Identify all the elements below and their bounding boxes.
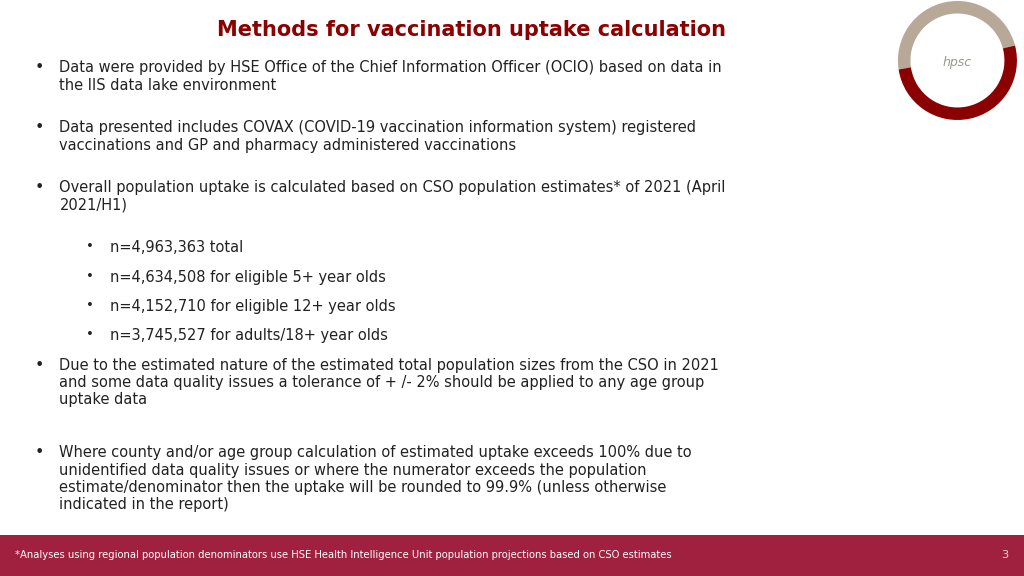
Text: Methods for vaccination uptake calculation: Methods for vaccination uptake calculati… xyxy=(216,20,726,40)
Text: •: • xyxy=(34,358,44,373)
Text: *Analyses using regional population denominators use HSE Health Intelligence Uni: *Analyses using regional population deno… xyxy=(15,550,672,560)
Text: Data were provided by HSE Office of the Chief Information Officer (OCIO) based o: Data were provided by HSE Office of the … xyxy=(59,60,722,93)
Text: hpsc: hpsc xyxy=(943,56,972,69)
Text: Data presented includes COVAX (COVID-19 vaccination information system) register: Data presented includes COVAX (COVID-19 … xyxy=(59,120,696,153)
FancyBboxPatch shape xyxy=(0,535,1024,576)
Text: Where county and/or age group calculation of estimated uptake exceeds 100% due t: Where county and/or age group calculatio… xyxy=(59,445,692,513)
Text: Due to the estimated nature of the estimated total population sizes from the CSO: Due to the estimated nature of the estim… xyxy=(59,358,719,407)
Text: n=4,152,710 for eligible 12+ year olds: n=4,152,710 for eligible 12+ year olds xyxy=(110,299,395,314)
Text: •: • xyxy=(86,299,94,312)
Text: •: • xyxy=(86,240,94,253)
Text: •: • xyxy=(86,270,94,283)
Text: 3: 3 xyxy=(1001,550,1009,560)
Text: •: • xyxy=(34,120,44,135)
Circle shape xyxy=(914,36,1000,85)
Text: Overall population uptake is calculated based on CSO population estimates* of 20: Overall population uptake is calculated … xyxy=(59,180,726,213)
Text: •: • xyxy=(86,328,94,342)
Text: •: • xyxy=(34,60,44,75)
Text: •: • xyxy=(34,180,44,195)
Text: •: • xyxy=(34,445,44,460)
Text: n=4,963,363 total: n=4,963,363 total xyxy=(110,240,243,255)
Text: n=3,745,527 for adults/18+ year olds: n=3,745,527 for adults/18+ year olds xyxy=(110,328,387,343)
Text: n=4,634,508 for eligible 5+ year olds: n=4,634,508 for eligible 5+ year olds xyxy=(110,270,385,285)
